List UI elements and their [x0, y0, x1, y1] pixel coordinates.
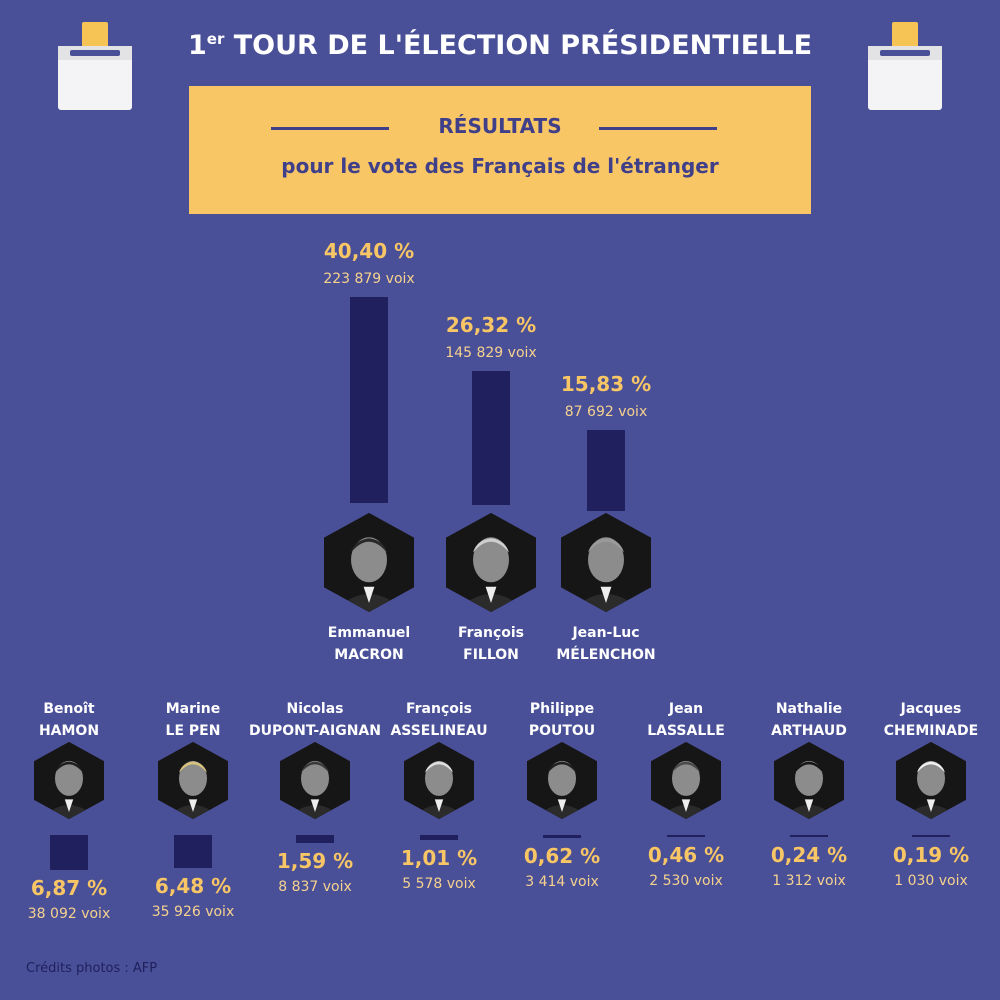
- bar-11: [912, 835, 950, 837]
- title-sup: er: [206, 30, 225, 48]
- banner-rule-left: [271, 127, 389, 130]
- pct-label-9: 0,46 %: [647, 843, 725, 867]
- candidate-name-8: Philippe POUTOU: [528, 701, 596, 739]
- votes-label-6: 8 837 voix: [278, 879, 352, 895]
- pct-label-5: 6,48 %: [154, 874, 232, 898]
- pct-label-3: 15,83 %: [560, 372, 652, 396]
- votes-label-3: 87 692 voix: [564, 404, 648, 420]
- pct-label-10: 0,24 %: [770, 843, 848, 867]
- candidate-name-2: François FILLON: [457, 625, 525, 663]
- candidate-name-7: François ASSELINEAU: [390, 701, 488, 739]
- candidate-name-6: Nicolas DUPONT-AIGNAN: [249, 701, 381, 739]
- ballot-box-icon-left: [58, 22, 132, 112]
- candidate-photo-9: [651, 742, 721, 819]
- pct-label-6: 1,59 %: [276, 849, 354, 873]
- candidate-photo-7: [404, 742, 474, 819]
- candidate-photo-10: [774, 742, 844, 819]
- title-prefix: 1: [187, 30, 207, 61]
- pct-label-11: 0,19 %: [892, 843, 970, 867]
- ballot-box-icon-right: [868, 22, 942, 112]
- candidate-photo-5: [158, 742, 228, 819]
- votes-label-5: 35 926 voix: [151, 904, 235, 920]
- bar-8: [543, 835, 581, 838]
- candidate-name-9: Jean LASSALLE: [647, 701, 725, 739]
- candidate-photo-4: [34, 742, 104, 819]
- candidate-photo-2: [446, 513, 536, 612]
- votes-label-9: 2 530 voix: [649, 873, 723, 889]
- candidate-name-3: Jean-Luc MÉLENCHON: [556, 625, 656, 663]
- candidate-photo-8: [527, 742, 597, 819]
- votes-label-8: 3 414 voix: [525, 874, 599, 890]
- candidate-name-4: Benoît HAMON: [38, 701, 100, 739]
- votes-label-1: 223 879 voix: [323, 271, 415, 287]
- pct-label-7: 1,01 %: [400, 846, 478, 870]
- pct-label-2: 26,32 %: [445, 313, 537, 337]
- bar-9: [667, 835, 705, 837]
- bar-5: [174, 835, 212, 868]
- votes-label-2: 145 829 voix: [445, 345, 537, 361]
- banner-rule-right: [599, 127, 717, 130]
- candidate-photo-3: [561, 513, 651, 612]
- banner-heading: RÉSULTATS: [438, 114, 562, 138]
- banner-subheading: pour le vote des Français de l'étranger: [281, 154, 719, 178]
- candidate-name-11: Jacques CHEMINADE: [883, 701, 979, 739]
- votes-label-4: 38 092 voix: [27, 906, 111, 922]
- bar-2: [472, 371, 510, 505]
- pct-label-4: 6,87 %: [30, 876, 108, 900]
- votes-label-11: 1 030 voix: [894, 873, 968, 889]
- candidate-name-5: Marine LE PEN: [165, 701, 221, 739]
- bar-10: [790, 835, 828, 837]
- pct-label-1: 40,40 %: [323, 239, 415, 263]
- results-banner: RÉSULTATS pour le vote des Français de l…: [189, 86, 811, 214]
- photo-credits: Crédits photos : AFP: [26, 961, 158, 976]
- bar-6: [296, 835, 334, 843]
- candidate-photo-6: [280, 742, 350, 819]
- bar-4: [50, 835, 88, 870]
- candidate-photo-1: [324, 513, 414, 612]
- bar-7: [420, 835, 458, 840]
- votes-label-10: 1 312 voix: [772, 873, 846, 889]
- page-title: 1er TOUR DE L'ÉLECTION PRÉSIDENTIELLE: [0, 30, 1000, 61]
- pct-label-8: 0,62 %: [523, 844, 601, 868]
- title-text: TOUR DE L'ÉLECTION PRÉSIDENTIELLE: [233, 30, 813, 61]
- candidate-name-10: Nathalie ARTHAUD: [771, 701, 847, 739]
- candidate-name-1: Emmanuel MACRON: [327, 625, 411, 663]
- bar-1: [350, 297, 388, 503]
- votes-label-7: 5 578 voix: [402, 876, 476, 892]
- candidate-photo-11: [896, 742, 966, 819]
- bar-3: [587, 430, 625, 511]
